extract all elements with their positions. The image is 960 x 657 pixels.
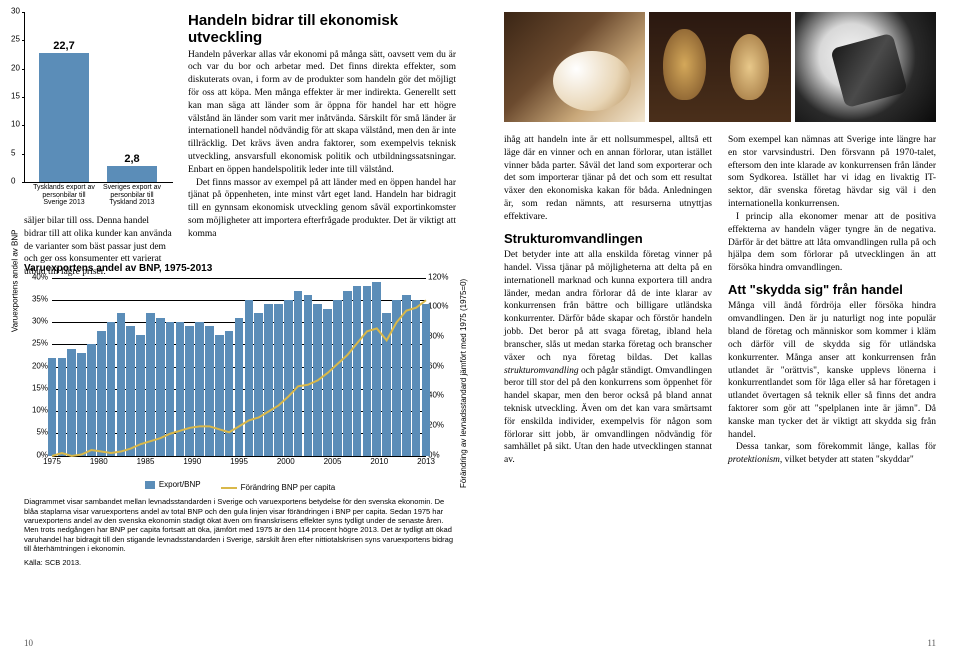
col2-p3: Många vill ändå fördröja eller försöka h… <box>728 300 936 441</box>
bar-chart: Miljarder kronor 051015202530 22,7Tyskla… <box>24 12 173 183</box>
heading-struktur: Strukturomvandlingen <box>504 230 712 248</box>
photo-bread <box>649 12 790 122</box>
image-strip <box>504 12 936 122</box>
text-column-1: ihåg att handeln inte är ett nollsummesp… <box>504 134 712 467</box>
line-legend: Export/BNPFörändring BNP per capita <box>24 480 456 494</box>
left-page: Miljarder kronor 051015202530 22,7Tyskla… <box>0 0 480 657</box>
page-number-left: 10 <box>24 637 33 649</box>
line-right-axis-title: Förändring av levnadsstandard jämfört me… <box>459 278 470 487</box>
article-p2: Det finns massor av exempel på att lände… <box>188 177 456 241</box>
line-left-axis-title: Varuexportens andel av BNP <box>11 229 22 332</box>
line-caption: Diagrammet visar sambandet mellan levnad… <box>24 497 456 553</box>
line-chart-title: Varuexportens andel av BNP, 1975-2013 <box>24 262 456 276</box>
col1-p2: Det betyder inte att alla enskilda föret… <box>504 249 712 467</box>
photo-coffee <box>504 12 645 122</box>
page-number-right: 11 <box>927 637 936 649</box>
col2-p1: Som exempel kan nämnas att Sverige inte … <box>728 134 936 211</box>
line-chart: Varuexportens andel av BNP Förändring av… <box>24 278 456 478</box>
right-page: ihåg att handeln inte är ett nollsummesp… <box>480 0 960 657</box>
col2-p2: I princip alla ekonomer menar att de pos… <box>728 211 936 275</box>
article-column: Handeln bidrar till ekonomisk utveckling… <box>188 12 456 252</box>
line-source: Källa: SCB 2013. <box>24 558 456 568</box>
bar-chart-block: Miljarder kronor 051015202530 22,7Tyskla… <box>24 12 172 252</box>
line-chart-block: Varuexportens andel av BNP, 1975-2013 Va… <box>24 262 456 568</box>
col2-p4: Dessa tankar, som förekommit länge, kall… <box>728 441 936 467</box>
article-title: Handeln bidrar till ekonomisk utveckling <box>188 12 456 47</box>
photo-controller <box>795 12 936 122</box>
heading-skydda: Att "skydda sig" från handel <box>728 281 936 299</box>
text-column-2: Som exempel kan nämnas att Sverige inte … <box>728 134 936 467</box>
article-p1: Handeln påverkar allas vår ekonomi på må… <box>188 49 456 177</box>
col1-p1: ihåg att handeln inte är ett nollsummesp… <box>504 134 712 224</box>
